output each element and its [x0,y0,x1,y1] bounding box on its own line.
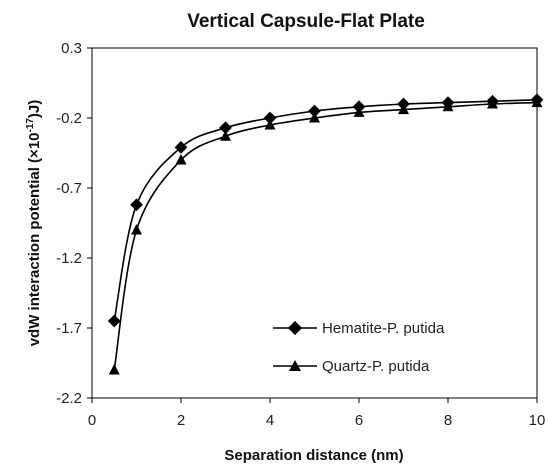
x-tick-label: 6 [355,412,363,429]
y-tick-label: -0.7 [56,180,82,197]
legend-entry-quartz: Quartz-P. putida [273,358,430,375]
y-tick-label: -1.7 [56,320,82,337]
series-line [113,99,538,322]
y-axis-title: vdW interaction potential (×10-17)J) [25,100,43,347]
x-axis-title: Separation distance (nm) [224,447,403,464]
y-axis-title-exponent: -17 [25,118,36,133]
data-point-triangle [487,98,498,109]
legend: Hematite-P. putida Quartz-P. putida [273,320,445,375]
data-point-diamond [263,111,277,125]
x-tick-label: 2 [177,412,185,429]
data-point-diamond [130,198,143,212]
series-layer [107,93,544,375]
y-axis-title-prefix: vdW interaction potential (×10 [26,133,43,347]
series-line [113,101,538,371]
x-tick-label: 10 [529,412,546,429]
y-axis-ticks: 0.3 -0.2 -0.7 -1.2 -1.7 -2.2 [56,40,92,407]
y-tick-label: 0.3 [61,40,82,57]
y-tick-label: -2.2 [56,390,82,407]
data-point-diamond [308,104,321,118]
x-tick-label: 4 [266,412,274,429]
x-axis-ticks: 0 2 4 6 8 10 [88,398,546,429]
data-point-triangle [442,100,454,112]
x-tick-label: 8 [444,412,452,429]
data-point-triangle [398,103,409,115]
legend-label-hematite: Hematite-P. putida [322,320,445,337]
legend-entry-hematite: Hematite-P. putida [273,320,445,337]
y-axis-title-suffix: )J) [26,100,43,118]
legend-label-quartz: Quartz-P. putida [322,358,430,375]
x-tick-label: 0 [88,412,96,429]
data-point-triangle [175,154,187,165]
data-point-diamond [174,141,188,154]
data-point-triangle [353,106,365,117]
y-tick-label: -0.2 [56,110,82,127]
data-point-diamond [219,121,232,135]
data-point-triangle [309,112,320,123]
data-point-triangle [531,96,543,108]
data-point-diamond [107,314,121,328]
legend-diamond-marker [287,320,303,336]
chart-title: Vertical Capsule-Flat Plate [187,11,425,32]
data-point-triangle [108,364,120,375]
legend-triangle-marker [289,360,301,371]
data-point-triangle [220,130,231,141]
series-quartz [108,96,543,375]
data-point-triangle [131,224,142,235]
data-point-triangle [264,119,276,130]
plot-area-frame [91,47,538,399]
y-tick-label: -1.2 [56,250,82,267]
series-hematite [107,93,544,328]
